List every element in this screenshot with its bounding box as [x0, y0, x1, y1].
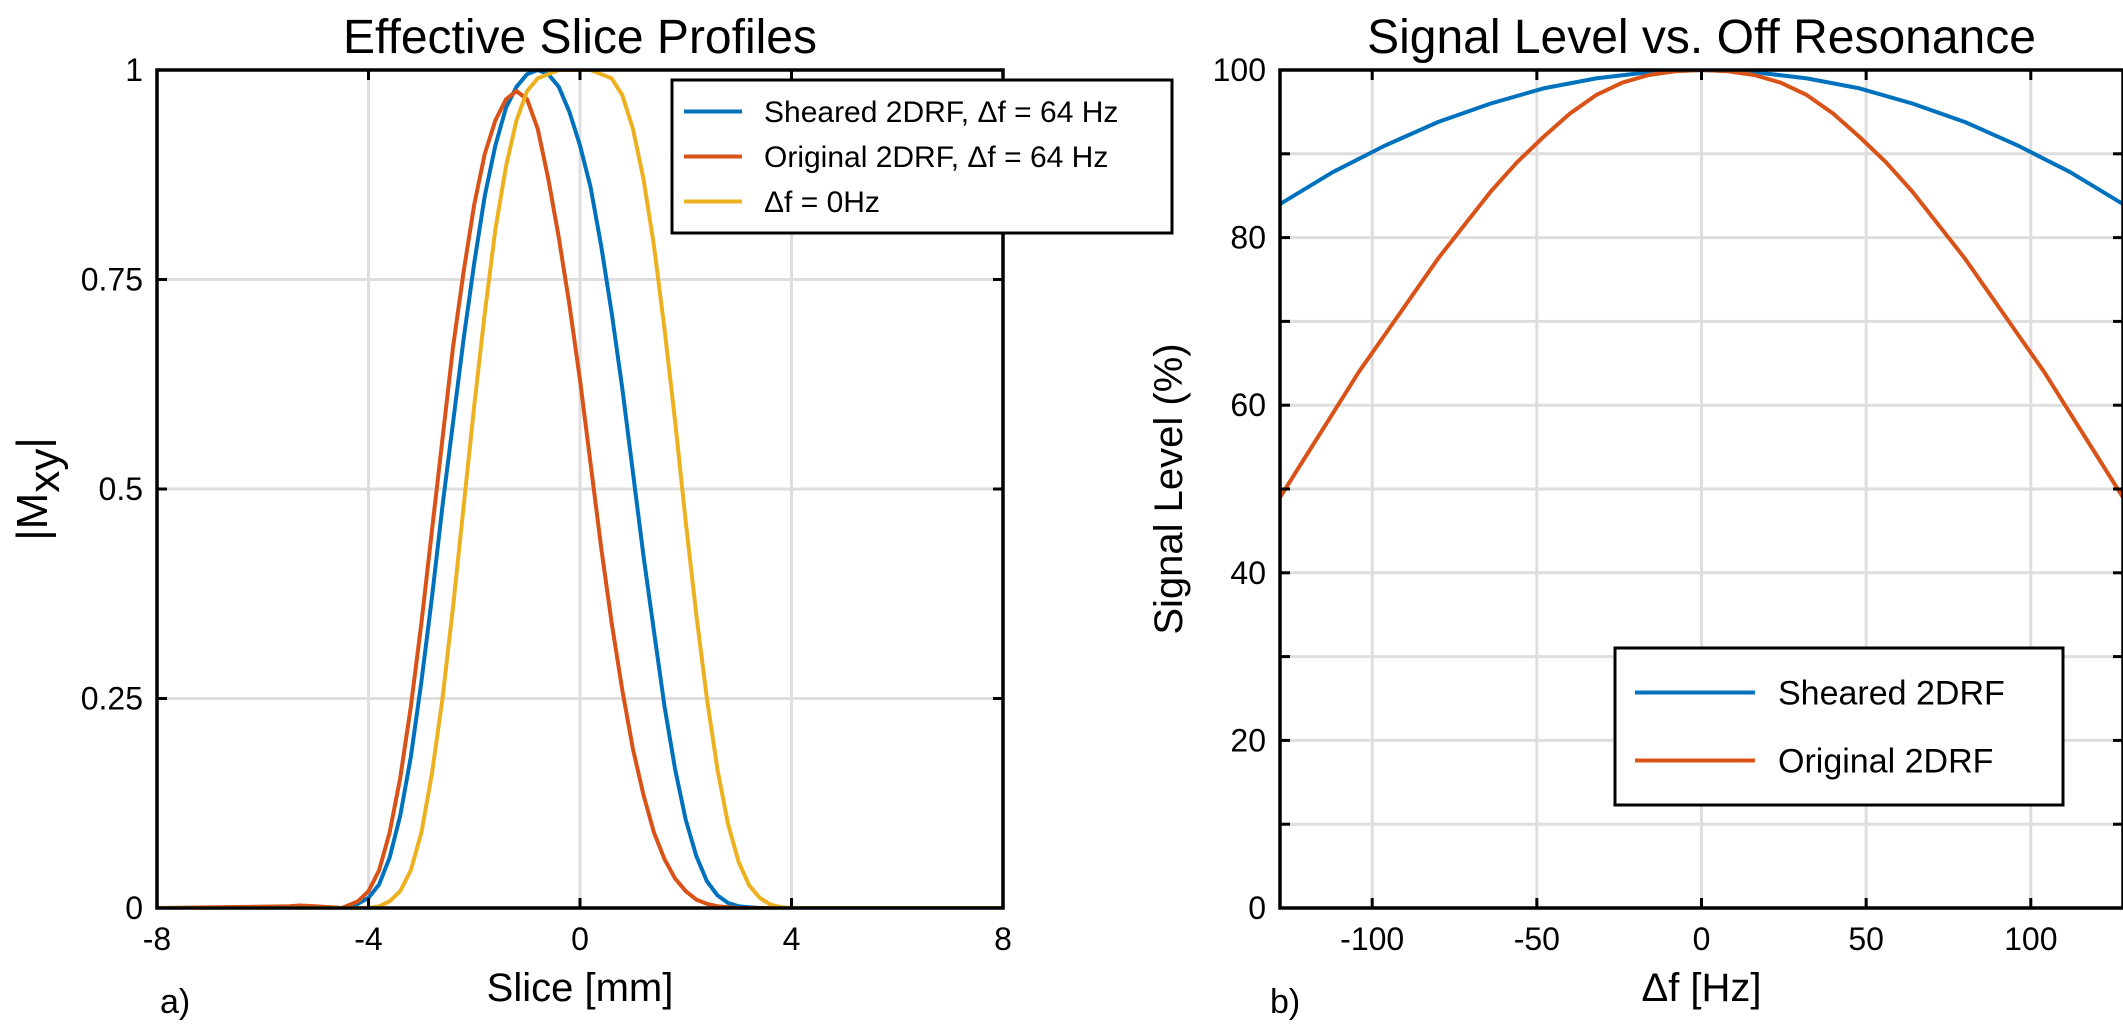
legend-label-1: Sheared 2DRF [1778, 674, 2005, 712]
legend: Sheared 2DRF Original 2DRF [1613, 646, 2065, 807]
y-tick-label: 20 [1230, 722, 1266, 758]
y-tick-label: 0.75 [81, 262, 143, 298]
y-tick-label: 80 [1230, 220, 1266, 256]
y-axis-label-subscript: xy [20, 449, 69, 493]
legend-box [670, 78, 1174, 235]
y-tick-label: 0.25 [81, 681, 143, 717]
series-group [157, 70, 1003, 908]
x-axis-label: Δf [Hz] [1641, 966, 1761, 1010]
legend-box [1613, 646, 2065, 807]
series-line-1 [157, 70, 1003, 908]
x-tick-label: 0 [1693, 921, 1711, 957]
y-tick-label: 1 [125, 52, 143, 88]
panel-label: b) [1270, 983, 1300, 1021]
y-tick-label: 0 [1248, 890, 1266, 926]
y-axis-label: Signal Level (%) [1147, 343, 1191, 634]
x-tick-label: -4 [354, 921, 382, 957]
panel-label: a) [160, 983, 190, 1021]
x-tick-label: -8 [143, 921, 171, 957]
series-line-1 [1280, 70, 2123, 206]
y-tick-label: 60 [1230, 387, 1266, 423]
x-tick-label: 50 [1848, 921, 1884, 957]
y-axis-label-end: | [8, 437, 57, 448]
y-tick-label: 40 [1230, 555, 1266, 591]
legend-label-1: Sheared 2DRF, Δf = 64 Hz [764, 96, 1118, 129]
legend-label-3: Δf = 0Hz [764, 186, 880, 219]
x-tick-label: 100 [2004, 921, 2057, 957]
legend: Sheared 2DRF, Δf = 64 Hz Original 2DRF, Δ… [670, 78, 1174, 235]
chart-title: Effective Slice Profiles [343, 11, 817, 64]
x-tick-label: 4 [783, 921, 801, 957]
x-tick-label: 8 [994, 921, 1012, 957]
series-line-3 [157, 70, 1003, 908]
y-tick-label: 0 [125, 890, 143, 926]
chart-title: Signal Level vs. Off Resonance [1367, 11, 2036, 64]
y-tick-label: 0.5 [99, 471, 143, 507]
series-group [1280, 70, 2123, 499]
y-axis-label-main: |M [8, 493, 57, 541]
x-tick-label: 0 [571, 921, 589, 957]
y-axis-label: |Mxy| [8, 437, 69, 541]
series-line-2 [1280, 70, 2123, 499]
legend-label-2: Original 2DRF, Δf = 64 Hz [764, 141, 1108, 174]
x-tick-label: -50 [1514, 921, 1560, 957]
panel-a-slice-profiles: -8 -4 0 4 8 0 0.25 0.5 0.75 1 Effective Slice Prof… [8, 11, 1174, 1021]
legend-label-2: Original 2DRF [1778, 742, 1993, 780]
x-axis-label: Slice [mm] [487, 966, 674, 1010]
y-tick-label: 100 [1213, 52, 1266, 88]
series-line-2 [157, 89, 1003, 908]
panel-b-signal-level: -100 -50 0 50 100 0 20 40 60 80 100 Signal Level vs… [1147, 11, 2123, 1021]
x-tick-label: -100 [1340, 921, 1404, 957]
